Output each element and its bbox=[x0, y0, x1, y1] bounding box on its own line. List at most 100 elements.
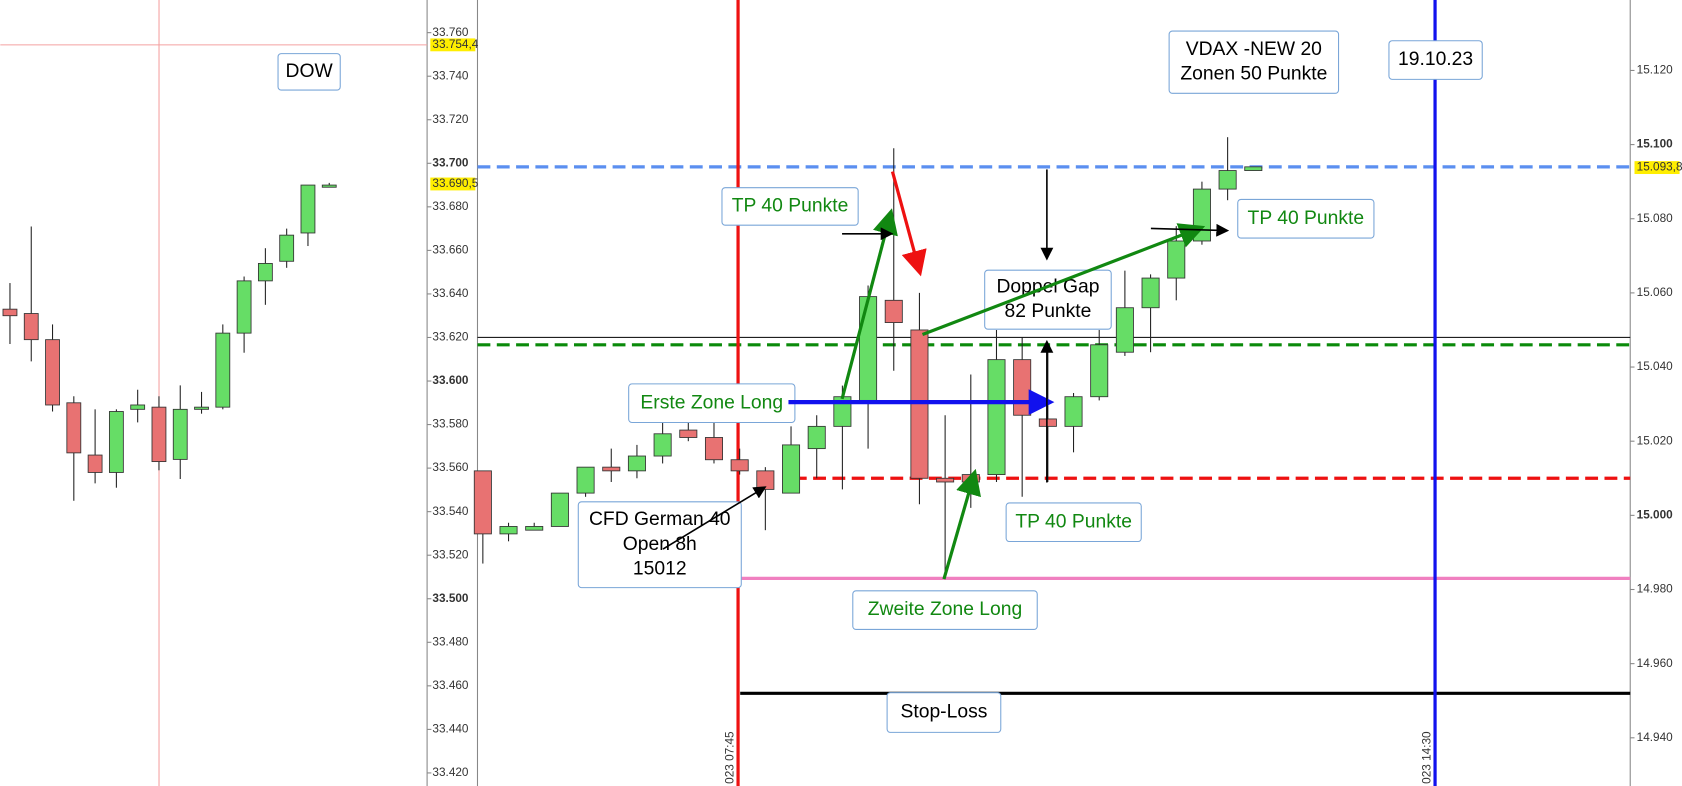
candle-body bbox=[499, 526, 518, 535]
annotation-box bbox=[577, 501, 742, 589]
time-marker-label: 023 07:45 bbox=[724, 731, 737, 784]
candle-body bbox=[1192, 188, 1211, 242]
title-box bbox=[277, 53, 341, 91]
arrow bbox=[921, 223, 1206, 337]
y-tick-label: 33.520 bbox=[432, 548, 468, 561]
candle-body bbox=[108, 411, 124, 473]
y-tick-label: 33.580 bbox=[432, 418, 468, 431]
candle-body bbox=[172, 408, 188, 460]
candle-body bbox=[215, 332, 231, 408]
candle-body bbox=[321, 184, 337, 188]
annotation-text: TP 40 Punkte bbox=[732, 196, 849, 217]
candle-body bbox=[130, 404, 146, 410]
candle-body bbox=[279, 234, 295, 262]
y-tick-label: 33.720 bbox=[432, 113, 468, 126]
candle-body bbox=[1115, 307, 1134, 353]
y-tick-label: 14.980 bbox=[1637, 583, 1673, 596]
annotation-text: VDAX -NEW 20 bbox=[1186, 39, 1322, 60]
y-tick-label: 33.560 bbox=[432, 461, 468, 474]
candle-body bbox=[2, 308, 18, 317]
y-tick-label: 33.620 bbox=[432, 331, 468, 344]
candle-body bbox=[704, 437, 723, 461]
candle-body bbox=[151, 406, 167, 463]
y-tick-label: 33.600 bbox=[432, 374, 468, 387]
y-tick-label: 15.020 bbox=[1637, 434, 1673, 447]
annotation-text: Erste Zone Long bbox=[640, 392, 783, 413]
annotation-box bbox=[984, 269, 1112, 330]
arrow bbox=[890, 171, 927, 277]
y-tick-label: 15.000 bbox=[1637, 508, 1673, 521]
annotation-box bbox=[1388, 40, 1483, 80]
y-tick-label: 15.100 bbox=[1637, 138, 1673, 151]
candle-body bbox=[576, 466, 595, 494]
y-tick-label: 33.540 bbox=[432, 505, 468, 518]
price-tag bbox=[430, 38, 476, 52]
time-marker-label: 023 14:30 bbox=[1421, 731, 1434, 784]
price-tag-label: 15.093,8 bbox=[1637, 161, 1682, 174]
y-tick-label: 15.060 bbox=[1637, 286, 1673, 299]
price-tag-label: 33.690,5 bbox=[432, 177, 478, 190]
y-tick-label: 33.760 bbox=[432, 26, 468, 39]
candle-body bbox=[987, 359, 1006, 475]
annotation-text: Stop-Loss bbox=[900, 702, 987, 723]
y-tick-label: 33.440 bbox=[432, 722, 468, 735]
annotation-text: TP 40 Punkte bbox=[1248, 208, 1365, 229]
price-tag bbox=[1634, 161, 1680, 175]
y-tick-label: 33.680 bbox=[432, 200, 468, 213]
annotation-box bbox=[1237, 198, 1375, 239]
candle-body bbox=[1064, 396, 1083, 427]
candle-body bbox=[473, 470, 492, 535]
annotation-box bbox=[1005, 502, 1142, 543]
candle-body bbox=[1013, 359, 1032, 416]
candle-body bbox=[807, 425, 826, 450]
candle-body bbox=[730, 459, 749, 472]
candle-body bbox=[45, 339, 60, 406]
y-tick-label: 33.460 bbox=[432, 679, 468, 692]
candle-body bbox=[627, 455, 646, 472]
candle-body bbox=[782, 444, 801, 494]
arrow bbox=[1150, 223, 1230, 237]
annotation-box bbox=[1168, 30, 1340, 94]
annotation-text: Zweite Zone Long bbox=[868, 599, 1022, 620]
annotation-box bbox=[721, 187, 859, 226]
candle-body bbox=[679, 429, 698, 438]
arrow bbox=[840, 208, 898, 400]
price-tag bbox=[430, 177, 476, 191]
candle-body bbox=[1038, 418, 1057, 427]
candle-body bbox=[66, 402, 82, 454]
candle-body bbox=[550, 492, 569, 527]
candle-body bbox=[1244, 166, 1263, 171]
candle-body bbox=[1141, 277, 1160, 309]
annotation-text: 82 Punkte bbox=[1005, 301, 1092, 322]
candle-body bbox=[653, 433, 672, 457]
candle-body bbox=[300, 184, 316, 234]
y-tick-label: 33.480 bbox=[432, 635, 468, 648]
candle-body bbox=[23, 313, 39, 341]
candle-body bbox=[756, 470, 775, 490]
y-tick-label: 15.080 bbox=[1637, 212, 1673, 225]
annotation-text: CFD German 40 bbox=[589, 509, 731, 530]
y-tick-label: 33.740 bbox=[432, 69, 468, 82]
candle-body bbox=[257, 263, 273, 282]
candle-body bbox=[936, 477, 955, 483]
candle-body bbox=[236, 280, 252, 334]
y-tick-label: 14.940 bbox=[1637, 731, 1673, 744]
candle-body bbox=[194, 406, 209, 410]
candle-body bbox=[1167, 240, 1186, 279]
chart-title: DOW bbox=[286, 61, 334, 82]
y-tick-label: 33.700 bbox=[432, 156, 468, 169]
y-tick-label: 33.500 bbox=[432, 592, 468, 605]
arrow bbox=[662, 486, 767, 550]
candle-body bbox=[602, 466, 621, 472]
annotation-text: Zonen 50 Punkte bbox=[1180, 64, 1327, 85]
candle-body bbox=[87, 454, 103, 473]
y-tick-label: 33.640 bbox=[432, 287, 468, 300]
annotation-text: TP 40 Punkte bbox=[1015, 511, 1132, 532]
annotation-text: 15012 bbox=[633, 558, 687, 579]
annotation-text: Open 8h bbox=[623, 534, 697, 555]
y-tick-label: 33.420 bbox=[432, 766, 468, 779]
candle-body bbox=[1218, 170, 1237, 190]
candle-body bbox=[1090, 344, 1109, 398]
annotation-box bbox=[886, 692, 1002, 733]
arrow bbox=[942, 468, 981, 580]
